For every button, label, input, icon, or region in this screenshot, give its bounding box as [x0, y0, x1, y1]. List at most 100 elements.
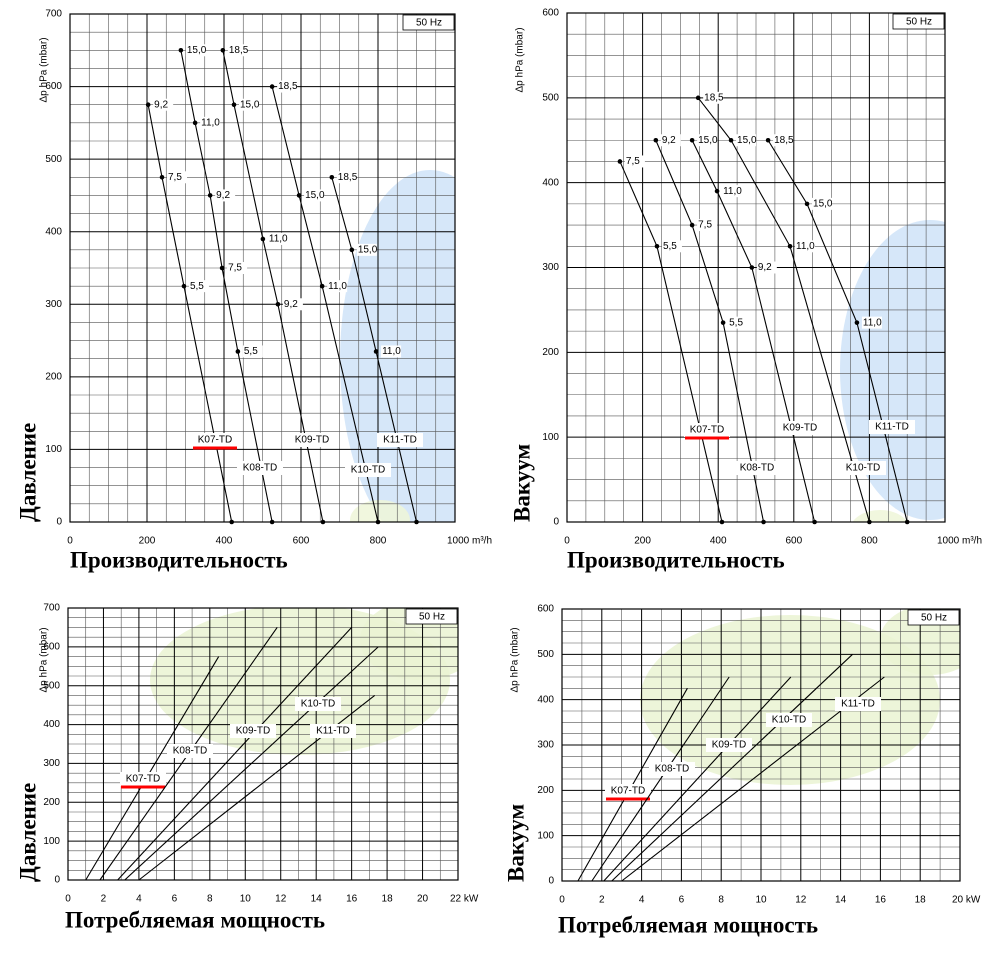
x-tick-label: 6 [172, 894, 178, 905]
point [181, 283, 187, 289]
point-label-bg [215, 189, 236, 202]
series-label-bg [120, 772, 166, 786]
point-label: 18,5 [278, 81, 298, 92]
point [904, 519, 910, 525]
plot-frame [561, 608, 961, 882]
point-label-bg [327, 280, 348, 293]
point [854, 320, 860, 325]
point [373, 349, 379, 354]
series-line [619, 161, 723, 523]
y-tick-label: 600 [43, 641, 60, 652]
y-tick-label: 400 [45, 226, 62, 237]
side-label: Давление [15, 423, 40, 522]
badge-box [405, 608, 458, 625]
y-tick-label: 600 [537, 604, 554, 615]
x-tick-label: 4 [639, 895, 645, 906]
y-tick-label: 300 [542, 262, 559, 273]
y-tick-label: 500 [43, 680, 60, 691]
point-label-bg [756, 261, 777, 274]
point-label-bg [277, 80, 298, 93]
point-label-bg [660, 134, 681, 147]
y-tick-label: 300 [45, 299, 62, 310]
point-label: 9,2 [758, 262, 772, 273]
x-tick-label: 14 [311, 894, 323, 905]
series-label: K07-TD [611, 786, 645, 797]
y-tick-label: 100 [43, 836, 60, 847]
series-label-bg [192, 433, 238, 447]
series-label-bg [310, 724, 356, 738]
point-label-bg [697, 134, 718, 147]
chart-panel: 0 100 200 300 400 500 600 0 200 400 600 800 1000 m³/… [509, 8, 982, 573]
series-line [603, 676, 792, 882]
series-label-bg [649, 762, 695, 776]
series-line [117, 627, 353, 881]
series-label: K08-TD [655, 764, 689, 775]
point-label: 18,5 [338, 172, 358, 183]
series-label-bg [766, 713, 812, 727]
point [414, 519, 419, 525]
point [220, 47, 226, 53]
series-label-bg [295, 697, 341, 711]
point-label-bg [304, 189, 325, 202]
point-label: 7,5 [626, 156, 640, 167]
point [269, 84, 275, 89]
background-blob [840, 220, 945, 520]
point-label-bg [861, 316, 882, 329]
x-tick-label: 2 [101, 894, 107, 905]
series-line [611, 653, 853, 882]
point-label: 15,0 [305, 190, 325, 201]
point-label: 9,2 [216, 190, 230, 201]
point-label: 15,0 [358, 244, 378, 255]
y-tick-label: 600 [45, 81, 62, 92]
series-line [655, 140, 765, 523]
point-label-bg [185, 44, 206, 57]
series-line [124, 646, 379, 881]
y-tick-label: 700 [45, 9, 62, 20]
y-tick-label: 200 [537, 785, 554, 796]
y-tick-label: 700 [43, 603, 60, 614]
badge: 50 Hz [906, 17, 932, 28]
series-label: K11-TD [875, 422, 909, 433]
series-line [271, 86, 379, 523]
point [319, 283, 325, 289]
y-tick-label: 0 [54, 875, 60, 886]
point-label-bg [188, 280, 209, 293]
series-label: K09-TD [236, 726, 270, 737]
point [192, 120, 198, 126]
series-label-bg [377, 433, 423, 447]
x-tick-label: 400 [710, 536, 727, 547]
point [689, 222, 695, 228]
x-tick-label: 600 [293, 536, 310, 547]
y-tick-label: 100 [537, 830, 554, 841]
x-tick-label: 20 kW [952, 895, 981, 906]
point-label: 15,0 [187, 45, 207, 56]
series-line [691, 140, 816, 523]
x-tick-label: 200 [139, 536, 156, 547]
point [349, 247, 355, 253]
series-label: K09-TD [783, 423, 817, 434]
background-blob [350, 500, 410, 522]
series-label: K10-TD [351, 465, 385, 476]
series-label: K09-TD [295, 435, 329, 446]
x-tick-label: 16 [875, 895, 887, 906]
y-tick-label: 500 [542, 92, 559, 103]
series-label-bg [840, 461, 886, 475]
point [812, 519, 817, 525]
series-label: K07-TD [198, 435, 232, 446]
point-label: 7,5 [168, 172, 182, 183]
x-axis-title: Потребляемая мощность [558, 912, 818, 937]
y-axis-label: Δp hPa (mbar) [39, 627, 50, 692]
point [654, 243, 660, 249]
plot-frame [67, 607, 459, 881]
background [340, 170, 455, 522]
series-label-bg [605, 784, 651, 798]
badge-box [402, 14, 455, 31]
y-tick-label: 500 [537, 649, 554, 660]
point [275, 301, 281, 307]
point-label-bg [722, 185, 743, 198]
chart-panel: 0 100 200 300 400 500 600 0 2 4 6 8 10 12 14 16 18 20 kW 5… [503, 604, 981, 938]
series-label-bg [734, 461, 780, 475]
point [719, 519, 725, 525]
x-tick-label: 800 [861, 536, 878, 547]
